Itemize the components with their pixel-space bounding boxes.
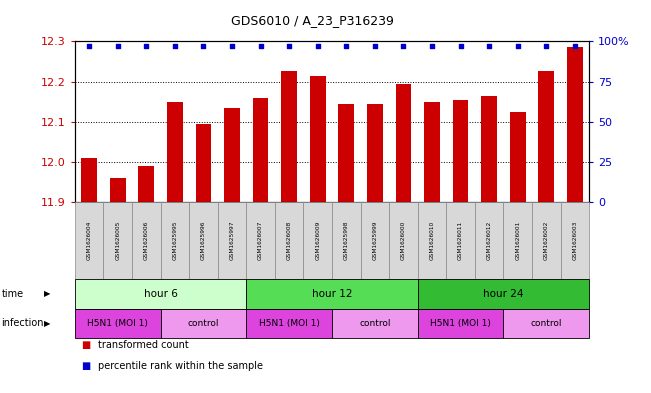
Bar (167, 102, 183, 202)
Point (284, 43, 294, 49)
Text: infection: infection (1, 318, 44, 328)
Point (484, 43, 494, 49)
Text: percentile rank within the sample: percentile rank within the sample (98, 361, 262, 371)
Point (198, 43, 208, 49)
Point (84, 43, 94, 49)
Point (427, 43, 437, 49)
Text: hour 6: hour 6 (144, 289, 178, 299)
Text: GSM1626010: GSM1626010 (430, 221, 434, 260)
Point (312, 43, 323, 49)
Text: ■: ■ (81, 361, 90, 371)
Bar (367, 104, 383, 202)
Text: time: time (1, 289, 23, 299)
Point (341, 43, 352, 49)
Bar (424, 102, 440, 202)
Bar (310, 75, 326, 202)
Text: ▶: ▶ (44, 289, 50, 298)
Bar (281, 72, 297, 202)
Text: control: control (359, 319, 391, 328)
Text: ■: ■ (81, 340, 90, 350)
Point (255, 43, 266, 49)
Bar (452, 100, 469, 202)
Text: GSM1626008: GSM1626008 (286, 221, 292, 261)
Bar (195, 124, 212, 202)
Point (113, 43, 123, 49)
Text: H5N1 (MOI 1): H5N1 (MOI 1) (87, 319, 148, 328)
Text: GSM1625996: GSM1625996 (201, 221, 206, 261)
Text: GSM1626001: GSM1626001 (515, 221, 520, 260)
Text: GSM1626007: GSM1626007 (258, 221, 263, 261)
Bar (510, 112, 525, 202)
Point (570, 43, 580, 49)
Text: GSM1625998: GSM1625998 (344, 221, 349, 261)
Text: GSM1626003: GSM1626003 (572, 221, 577, 261)
Point (398, 43, 409, 49)
Bar (481, 95, 497, 202)
Point (370, 43, 380, 49)
Point (227, 43, 237, 49)
Text: GSM1626004: GSM1626004 (87, 221, 92, 261)
Text: GSM1626012: GSM1626012 (487, 221, 492, 260)
Bar (538, 72, 554, 202)
Bar (339, 104, 354, 202)
Text: GSM1625995: GSM1625995 (173, 221, 177, 261)
Point (541, 43, 551, 49)
Point (141, 43, 152, 49)
Bar (139, 166, 154, 202)
Text: GSM1626009: GSM1626009 (315, 221, 320, 261)
Bar (81, 158, 97, 202)
Text: GSM1626006: GSM1626006 (144, 221, 149, 260)
Text: control: control (187, 319, 219, 328)
Point (512, 43, 523, 49)
Text: ▶: ▶ (44, 319, 50, 328)
Text: GSM1626002: GSM1626002 (544, 221, 549, 261)
Text: H5N1 (MOI 1): H5N1 (MOI 1) (430, 319, 491, 328)
Bar (224, 108, 240, 202)
Point (456, 43, 466, 49)
Bar (567, 47, 583, 202)
Text: transformed count: transformed count (98, 340, 188, 350)
Bar (253, 97, 268, 202)
Text: hour 24: hour 24 (483, 289, 523, 299)
Bar (110, 178, 126, 202)
Text: H5N1 (MOI 1): H5N1 (MOI 1) (258, 319, 320, 328)
Text: GSM1625999: GSM1625999 (372, 221, 378, 261)
Text: control: control (531, 319, 562, 328)
Text: GSM1626005: GSM1626005 (115, 221, 120, 261)
Point (170, 43, 180, 49)
Text: GSM1626000: GSM1626000 (401, 221, 406, 261)
Bar (396, 84, 411, 202)
Text: GDS6010 / A_23_P316239: GDS6010 / A_23_P316239 (231, 14, 394, 27)
Text: GSM1625997: GSM1625997 (230, 221, 234, 261)
Text: hour 12: hour 12 (312, 289, 352, 299)
Text: GSM1626011: GSM1626011 (458, 221, 463, 260)
